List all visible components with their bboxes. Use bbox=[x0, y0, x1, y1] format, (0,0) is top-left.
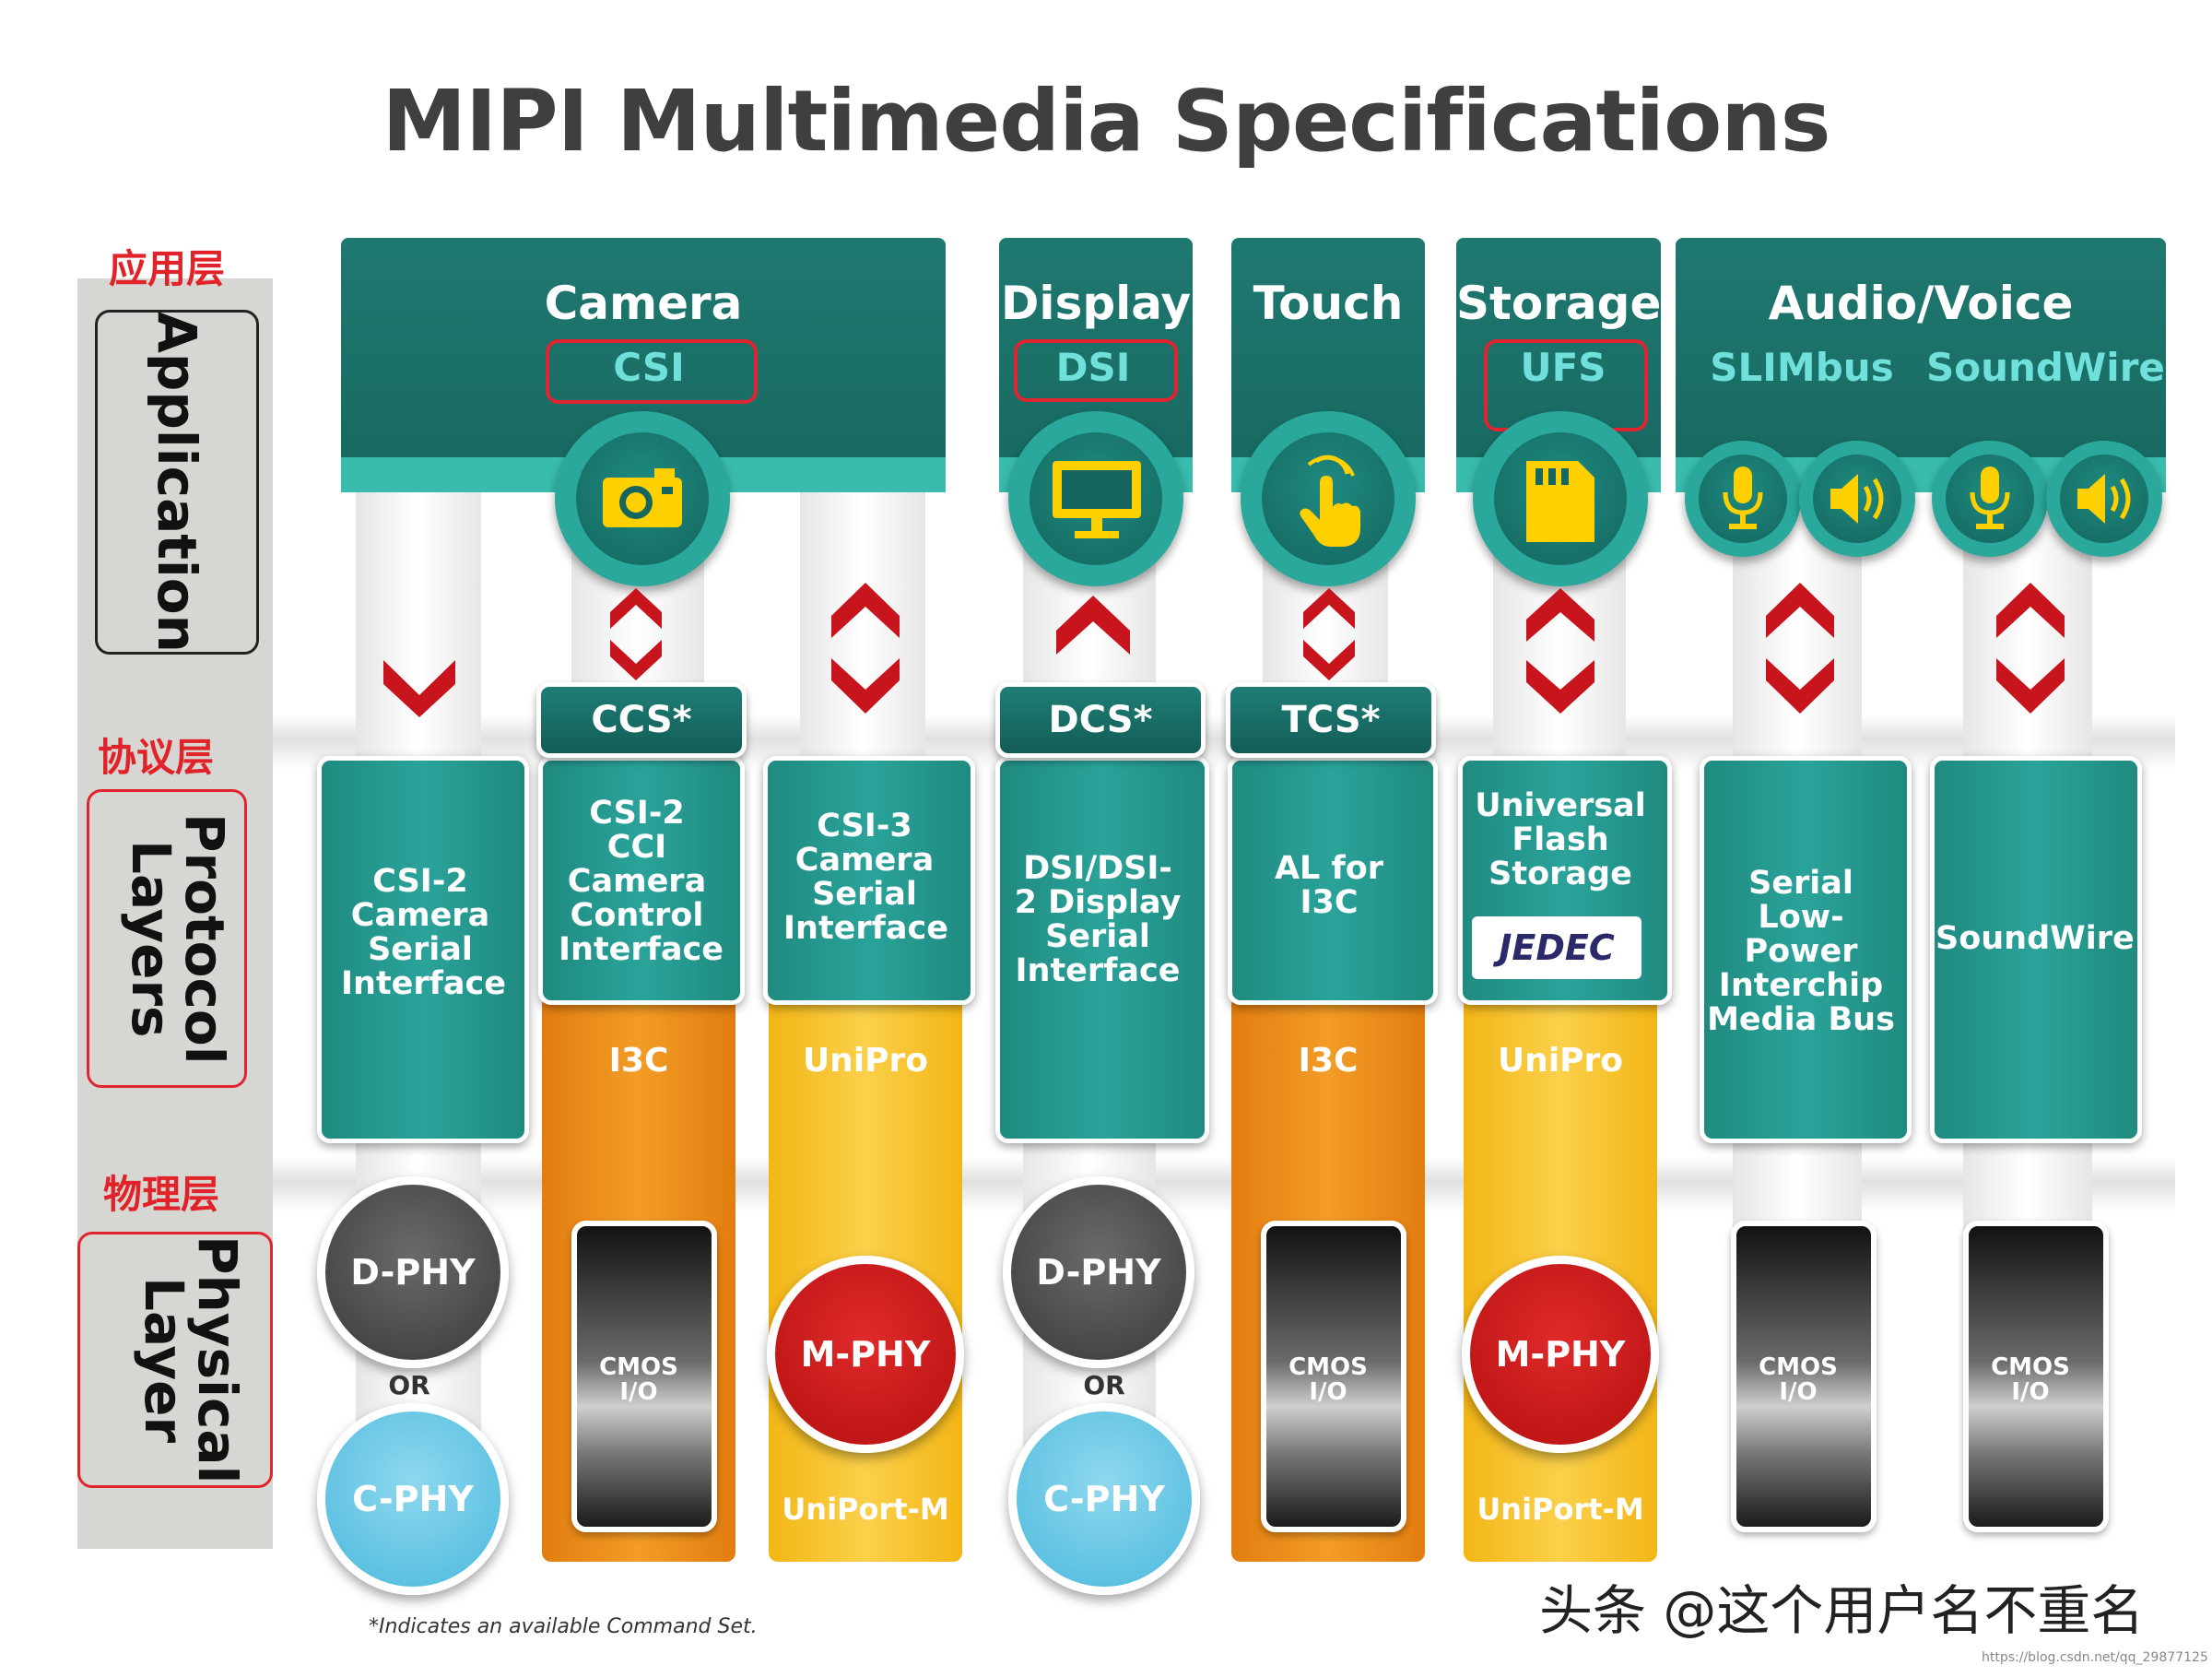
cmos-io-label-slimbus: CMOS I/O bbox=[1759, 1353, 1838, 1406]
unipro-label-storage: UniPro bbox=[1497, 1042, 1624, 1080]
bidirectional-arrow-icon bbox=[831, 583, 900, 714]
physical-layer-cn-label: 物理层 bbox=[103, 1172, 220, 1217]
dcs-command-set: DCS* bbox=[995, 682, 1206, 758]
or-label-display: OR bbox=[1083, 1370, 1125, 1400]
dsi-label: DSI bbox=[1055, 345, 1131, 390]
storage-label: Storage bbox=[1456, 277, 1662, 330]
mphy-circle-camera: M-PHY bbox=[767, 1256, 964, 1453]
csi3-protocol-label: CSI-3 Camera Serial Interface bbox=[783, 808, 948, 947]
page-title: MIPI Multimedia Specifications bbox=[382, 72, 1830, 171]
or-label-camera: OR bbox=[388, 1370, 430, 1400]
touch-label: Touch bbox=[1253, 277, 1404, 330]
cmos-io-soundwire bbox=[1963, 1221, 2109, 1532]
slimbus-label: SLIMbus bbox=[1710, 345, 1894, 390]
physical-layer-box: Physical Layer bbox=[77, 1232, 273, 1488]
audio-label: Audio/Voice bbox=[1768, 277, 2074, 330]
soundwire-mic-icon-ring bbox=[1932, 441, 2048, 557]
bidirectional-arrow-icon bbox=[1996, 583, 2065, 714]
dphy-circle-camera: D-PHY bbox=[317, 1176, 509, 1368]
footnote: *Indicates an available Command Set. bbox=[369, 1615, 758, 1638]
speaker-icon bbox=[1830, 474, 1884, 524]
cmos-io-label-camera: CMOS I/O bbox=[599, 1353, 678, 1406]
uniport-label-storage: UniPort-M bbox=[1477, 1492, 1644, 1527]
soundwire-label: SoundWire bbox=[1926, 345, 2165, 390]
application-layer-box: Application bbox=[95, 310, 259, 655]
csi2-protocol-box bbox=[317, 756, 529, 1143]
bidirectional-arrow-icon bbox=[1303, 588, 1355, 680]
jedec-logo: JEDEC bbox=[1472, 916, 1641, 979]
soundwire-protocol-box bbox=[1930, 756, 2142, 1143]
slimbus-protocol-box bbox=[1700, 756, 1912, 1143]
cmos-io-touch bbox=[1261, 1221, 1406, 1532]
ufs-label: UFS bbox=[1520, 345, 1606, 390]
slimbus-mic-icon-ring bbox=[1685, 441, 1801, 557]
down-arrow-icon bbox=[383, 660, 455, 717]
touch-icon-ring bbox=[1241, 411, 1416, 586]
unipro-label-camera: UniPro bbox=[802, 1042, 929, 1080]
storage-icon-ring bbox=[1473, 411, 1648, 586]
display-icon-ring bbox=[1008, 411, 1183, 586]
camera-label: Camera bbox=[544, 277, 743, 330]
cmos-io-label-soundwire: CMOS I/O bbox=[1991, 1353, 2070, 1406]
protocol-layer-cn-label: 协议层 bbox=[98, 735, 215, 780]
soundwire-protocol-label: SoundWire bbox=[1936, 920, 2135, 957]
i3c-label-touch: I3C bbox=[1298, 1042, 1359, 1080]
tcs-command-set: TCS* bbox=[1226, 682, 1436, 758]
layer-sidebar bbox=[77, 278, 273, 1549]
sd-card-icon bbox=[1526, 461, 1594, 542]
soundwire-speaker-icon-ring bbox=[2046, 441, 2162, 557]
cphy-circle-camera: C-PHY bbox=[317, 1403, 509, 1595]
physical-layer-label: Physical Layer bbox=[133, 1235, 249, 1484]
cphy-circle-display: C-PHY bbox=[1008, 1403, 1200, 1595]
ccs-command-set: CCS* bbox=[536, 682, 747, 758]
cmos-io-camera bbox=[571, 1221, 717, 1532]
bidirectional-arrow-icon bbox=[610, 588, 662, 680]
camera-icon bbox=[603, 468, 682, 527]
bidirectional-arrow-icon bbox=[1526, 588, 1594, 714]
camera-icon-ring bbox=[555, 411, 730, 586]
watermark-text: 头条 @这个用户名不重名 bbox=[1539, 1579, 2145, 1642]
uniport-label-camera: UniPort-M bbox=[782, 1492, 949, 1527]
application-layer-label: Application bbox=[146, 312, 208, 653]
dsi-protocol-label: DSI/DSI-2 Display Serial Interface bbox=[1014, 850, 1182, 989]
csi-highlight-box bbox=[546, 339, 758, 404]
dsi-protocol-box bbox=[995, 756, 1209, 1143]
protocol-layer-label: Protocol Layers bbox=[120, 812, 236, 1065]
al-i3c-protocol-box bbox=[1228, 756, 1438, 1005]
display-label: Display bbox=[1000, 277, 1192, 330]
bidirectional-arrow-icon bbox=[1766, 583, 1834, 714]
monitor-icon bbox=[1053, 461, 1141, 538]
mphy-circle-storage: M-PHY bbox=[1462, 1256, 1659, 1453]
up-arrow-icon bbox=[1056, 596, 1130, 655]
speaker-icon bbox=[2077, 474, 2131, 524]
i3c-label-camera: I3C bbox=[608, 1042, 669, 1080]
touch-hand-icon bbox=[1300, 455, 1360, 547]
cmos-io-label-touch: CMOS I/O bbox=[1288, 1353, 1368, 1406]
csi2-cci-protocol-box bbox=[538, 756, 745, 1005]
microphone-icon bbox=[1723, 466, 1763, 529]
al-i3c-protocol-label: AL for I3C bbox=[1274, 850, 1384, 921]
protocol-layer-box: Protocol Layers bbox=[87, 789, 247, 1088]
ufs-protocol-label: Universal Flash Storage bbox=[1475, 787, 1646, 892]
dsi-highlight-box bbox=[1014, 339, 1178, 402]
slimbus-protocol-label: Serial Low-Power Interchip Media Bus bbox=[1707, 865, 1895, 1038]
csi-label: CSI bbox=[613, 345, 685, 390]
csi2-protocol-label: CSI-2 Camera Serial Interface bbox=[341, 863, 506, 1002]
csi2-cci-protocol-label: CSI-2 CCI Camera Control Interface bbox=[559, 795, 724, 968]
csi3-protocol-box bbox=[763, 756, 975, 1005]
microphone-icon bbox=[1970, 466, 2010, 529]
slimbus-speaker-icon-ring bbox=[1799, 441, 1915, 557]
watermark-url: https://blog.csdn.net/qq_29877125 bbox=[1982, 1650, 2208, 1665]
cmos-io-slimbus bbox=[1731, 1221, 1877, 1532]
application-layer-cn-label: 应用层 bbox=[109, 246, 226, 291]
dphy-circle-display: D-PHY bbox=[1003, 1176, 1194, 1368]
